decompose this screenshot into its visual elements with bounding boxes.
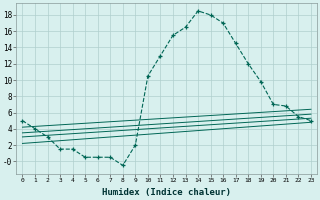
X-axis label: Humidex (Indice chaleur): Humidex (Indice chaleur) bbox=[102, 188, 231, 197]
